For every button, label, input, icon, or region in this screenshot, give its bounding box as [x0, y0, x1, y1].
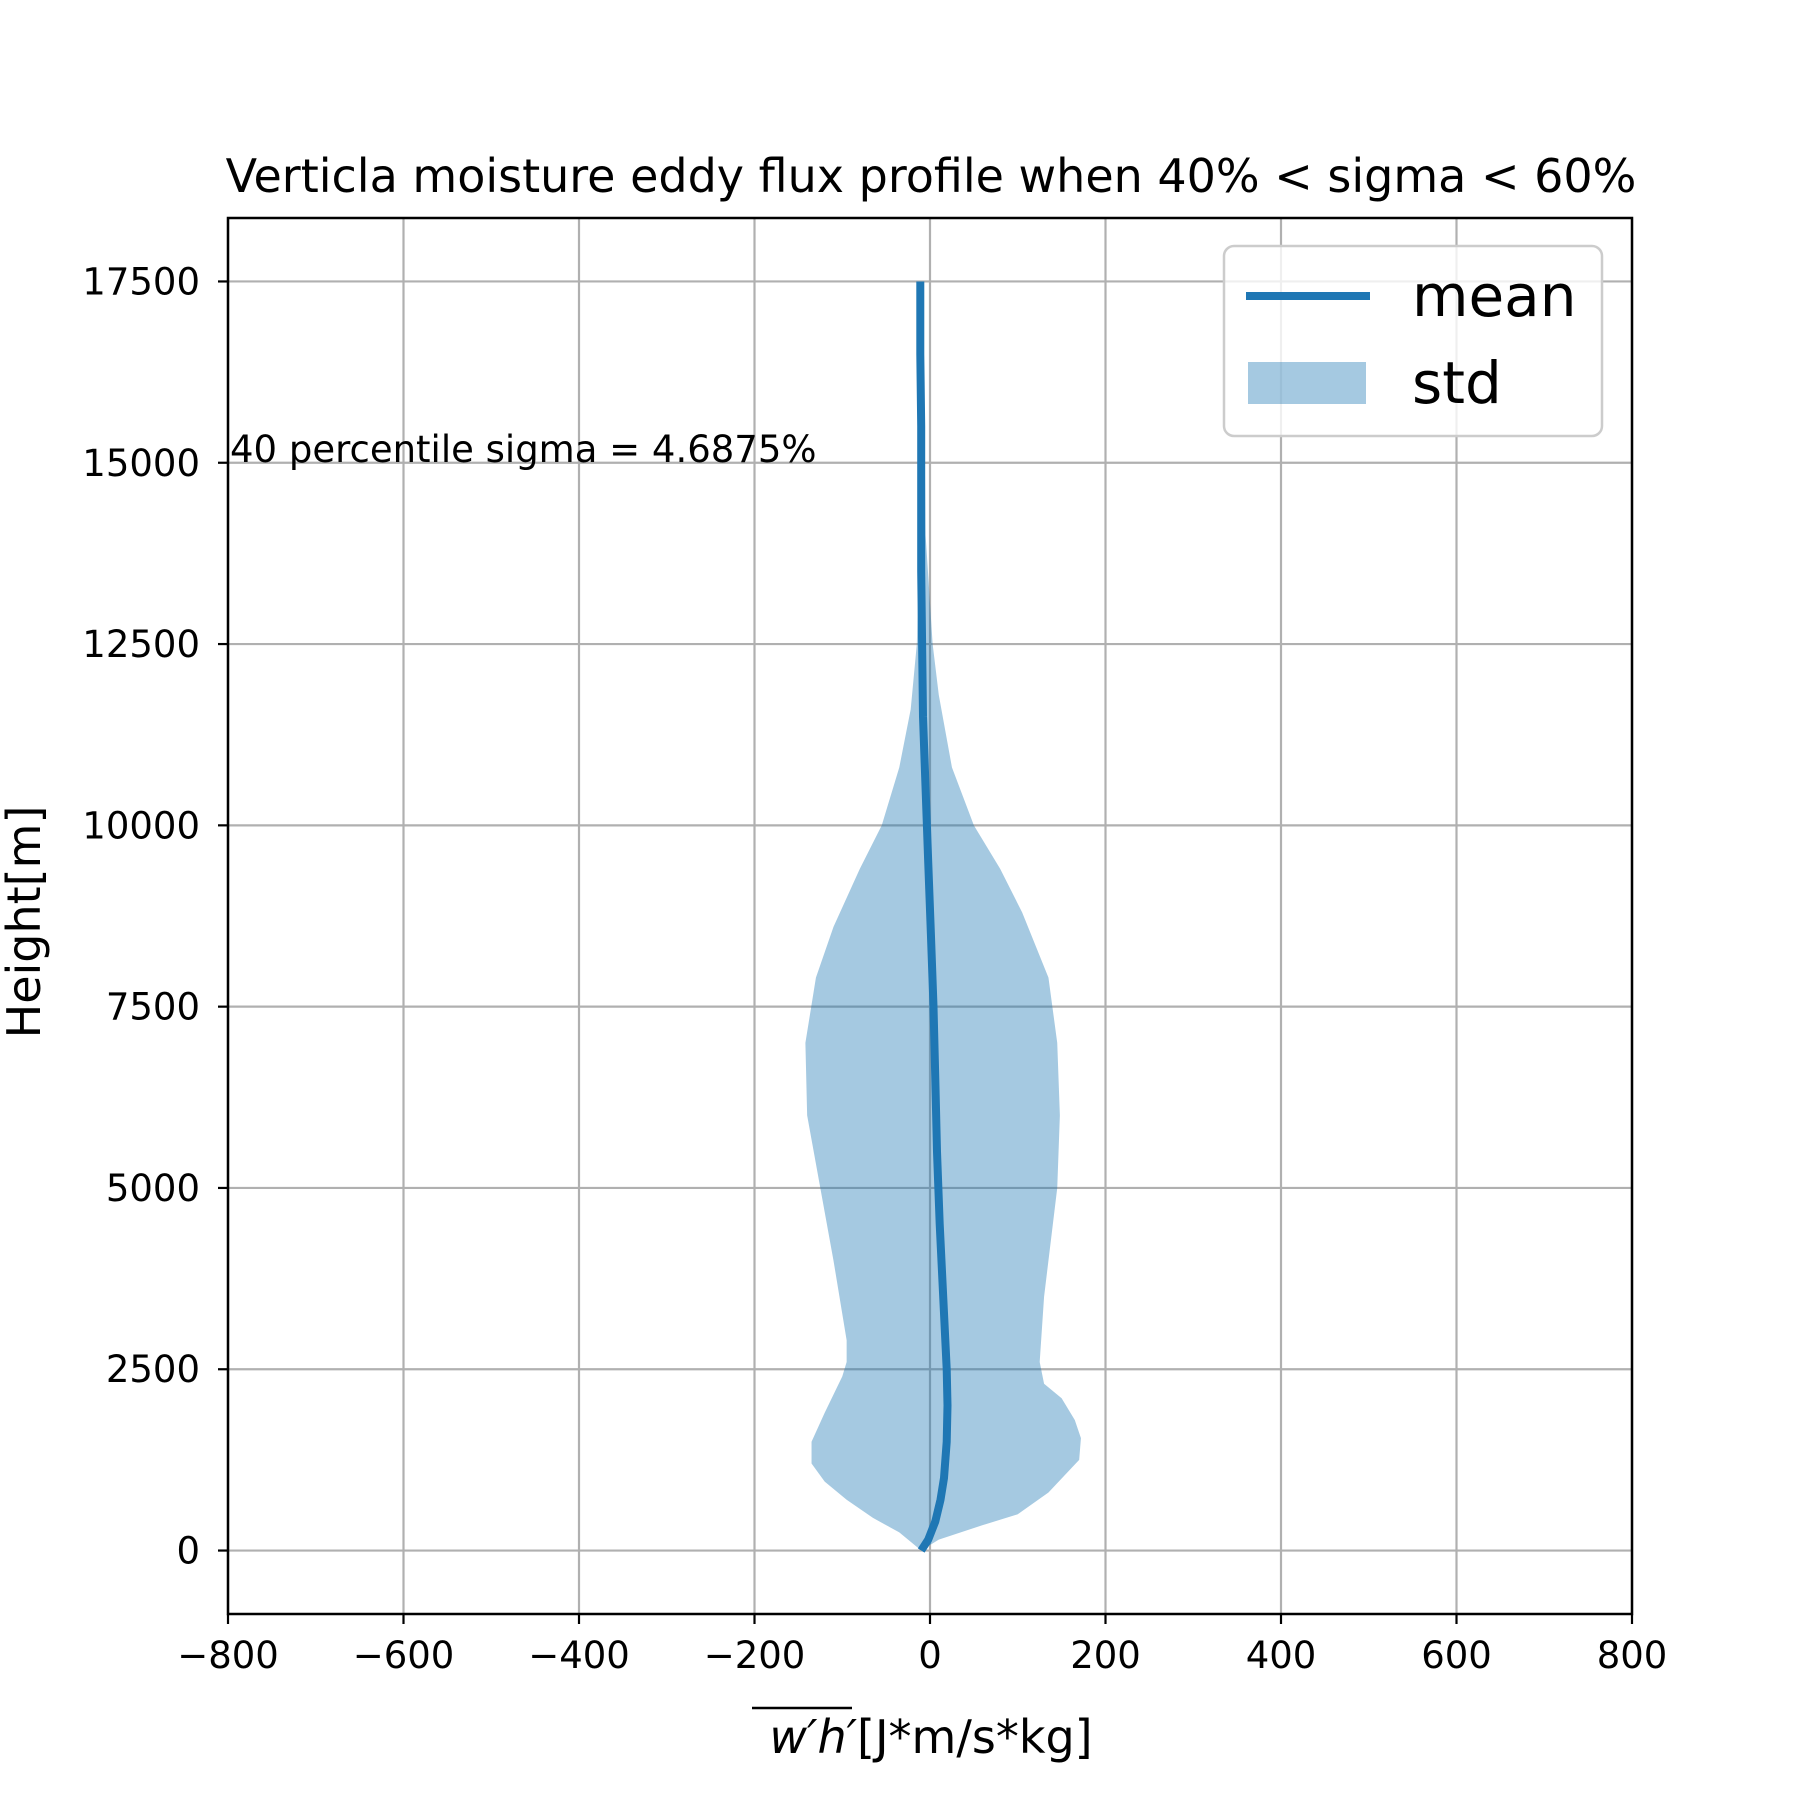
sigma-annotation: 40 percentile sigma = 4.6875%: [230, 428, 817, 471]
y-tick-label: 7500: [106, 986, 200, 1029]
y-tick-label: 15000: [82, 442, 200, 485]
x-axis-label: w′h′[J*m/s*kg]: [752, 1706, 1093, 1764]
x-tick-label: −400: [528, 1634, 630, 1677]
x-tick-label: −800: [177, 1634, 279, 1677]
y-tick-label: 5000: [106, 1167, 200, 1210]
legend-std-label: std: [1412, 349, 1502, 417]
x-axis-label-text: w′h′[J*m/s*kg]: [769, 1710, 1092, 1764]
std-band: [805, 281, 1081, 1551]
x-tick-label: 0: [918, 1634, 942, 1677]
y-tick-label: 10000: [82, 804, 200, 847]
std-band-layer: [805, 281, 1081, 1551]
legend: mean std: [1222, 244, 1604, 438]
y-tick-label: 17500: [82, 260, 200, 303]
x-axis-label-units: [J*m/s*kg]: [857, 1710, 1093, 1764]
x-tick-label: 200: [1070, 1634, 1141, 1677]
y-tick-label: 0: [176, 1530, 200, 1573]
x-tick-label: −200: [704, 1634, 806, 1677]
x-axis-label-symbol: w′h′: [769, 1710, 857, 1764]
chart-title: Verticla moisture eddy flux profile when…: [226, 149, 1637, 203]
x-tick-label: 800: [1597, 1634, 1668, 1677]
x-tick-label: 400: [1246, 1634, 1317, 1677]
mean-line: [916, 281, 952, 1553]
legend-mean-label: mean: [1412, 262, 1576, 330]
y-axis-ticks: 0 2500 5000 7500 10000 12500 15000 17500: [82, 260, 228, 1573]
x-axis-ticks: −800 −600 −400 −200 0 200 400 600 800: [177, 1614, 1667, 1677]
mean-line-layer: [916, 281, 952, 1553]
y-axis-label: Height[m]: [0, 806, 51, 1039]
y-tick-label: 2500: [106, 1348, 200, 1391]
x-tick-label: 600: [1421, 1634, 1492, 1677]
x-tick-label: −600: [353, 1634, 455, 1677]
y-tick-label: 12500: [82, 623, 200, 666]
legend-std-swatch: [1248, 362, 1366, 404]
